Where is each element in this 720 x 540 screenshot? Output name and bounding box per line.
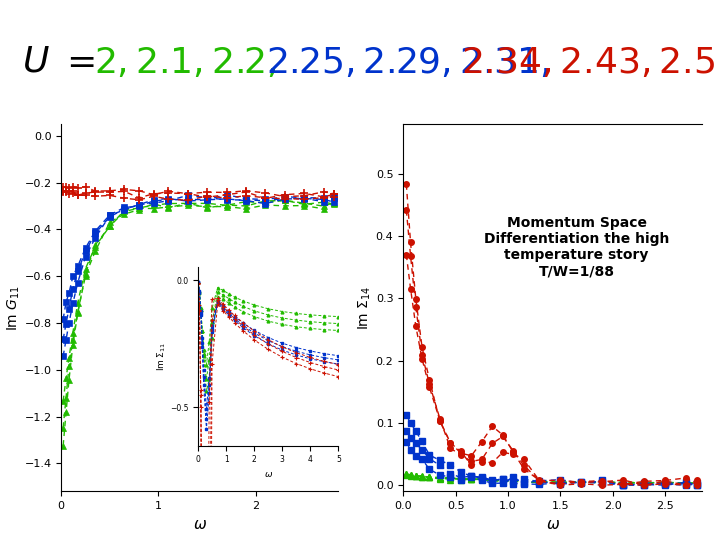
X-axis label: $\omega$: $\omega$ [264, 470, 273, 479]
Text: Momentum Space
Differentiation the high
temperature story
T/W=1/88: Momentum Space Differentiation the high … [484, 216, 669, 279]
X-axis label: $\omega$: $\omega$ [193, 517, 207, 532]
Text: $U$: $U$ [22, 46, 50, 79]
Text: $2.25, 2.29, 2.31,$: $2.25, 2.29, 2.31,$ [266, 46, 550, 79]
Y-axis label: Im $G_{11}$: Im $G_{11}$ [5, 285, 22, 330]
Y-axis label: Im $\Sigma_{14}$: Im $\Sigma_{14}$ [356, 286, 373, 330]
X-axis label: $\omega$: $\omega$ [546, 517, 559, 532]
Y-axis label: Im $\Sigma_{11}$: Im $\Sigma_{11}$ [156, 342, 168, 371]
Text: $2.34, 2.43, 2.5$: $2.34, 2.43, 2.5$ [461, 46, 715, 79]
Text: $2, 2.1, 2.2,$: $2, 2.1, 2.2,$ [94, 46, 276, 79]
Text: $=$: $=$ [59, 46, 94, 79]
